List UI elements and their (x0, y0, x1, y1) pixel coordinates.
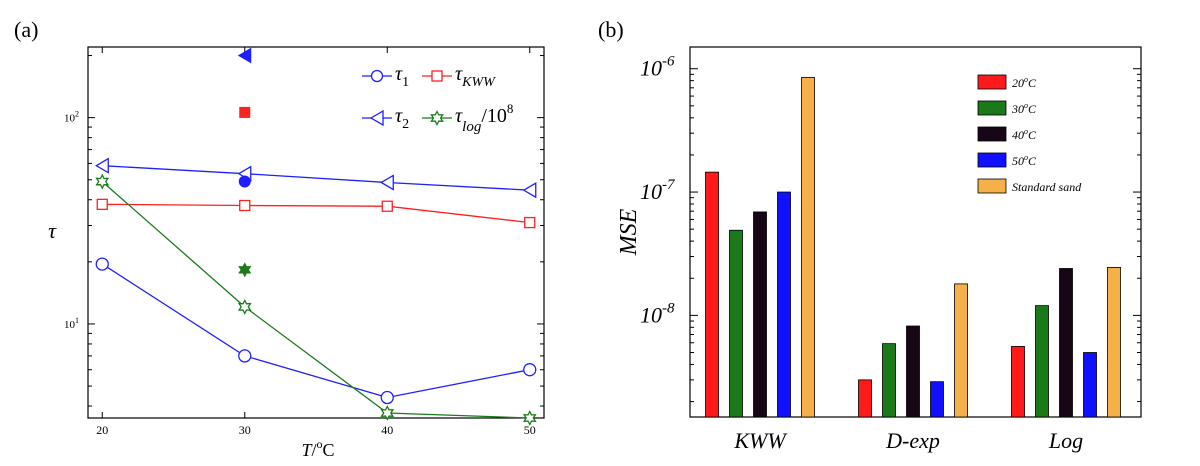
data-point (239, 199, 251, 212)
legend-entry-standard-sand: Standard sand (977, 178, 1082, 194)
series-line-circle-open (101, 263, 530, 399)
legend-triangle-marker (369, 109, 384, 127)
panel-a-frame (87, 46, 545, 419)
legend-star-shape (430, 110, 444, 126)
legend-entry-30c: 30oC (977, 100, 1037, 116)
svg-text:20oC: 20oC (1012, 75, 1037, 90)
data-point (95, 173, 110, 190)
legend-entry-tau1: τ1 (362, 63, 409, 90)
legend-entry-50c: 50oC (977, 152, 1037, 168)
filled-point (237, 47, 252, 64)
legend-label-tau1: τ1 (395, 63, 409, 90)
bar-Log-0 (1011, 346, 1025, 418)
data-point (379, 174, 394, 191)
legend-entry-20c: 20oC (977, 74, 1037, 90)
data-point (523, 363, 537, 377)
legend-label-tau-kww: τKWW (455, 63, 496, 90)
bar-KWW-4 (801, 77, 815, 418)
data-point (94, 157, 109, 174)
panel-b-bars (705, 77, 1121, 418)
panel-a-legend: τ1 τKWW τ2 τlog/108 (362, 63, 513, 135)
x-label-degree: o (317, 437, 323, 451)
category-label: D-exp (885, 428, 940, 453)
series-line-square-open (102, 203, 530, 224)
bar-Log-4 (1107, 266, 1121, 418)
data-point (522, 182, 537, 199)
panel-b-y-axis-label: MSE (616, 208, 642, 256)
legend-square-marker (431, 70, 443, 82)
panel-a-x-axis-label: T/oC (301, 437, 334, 460)
panel-a-y-axis-label: τ (48, 218, 57, 243)
panel-a-series (94, 157, 537, 426)
category-label: Log (1048, 428, 1083, 453)
filled-point (238, 175, 251, 188)
series-line-triangle-left-open (102, 165, 530, 191)
panel-a: (a) 20 30 40 50 101 102 τ T/oC τ1 τKWW (14, 17, 545, 460)
x-label-unit: C (323, 440, 335, 460)
legend-entry-40c: 40oC (977, 126, 1037, 142)
legend-entry-tau-kww: τKWW (422, 63, 496, 90)
y-tick-label: 10-8 (640, 300, 675, 327)
x-label-sep: / (311, 440, 316, 460)
svg-text:30oC: 30oC (1011, 101, 1037, 116)
bar-Log-1 (1035, 305, 1049, 418)
x-tick-label: 50 (524, 423, 536, 437)
legend-label-tau-log: τlog/108 (455, 101, 513, 135)
y-tick-label: 10-6 (640, 54, 675, 81)
data-point (95, 257, 109, 271)
legend-entry-tau2: τ2 (362, 105, 409, 132)
bar-KWW-0 (705, 171, 719, 418)
data-point (524, 216, 536, 229)
panel-b-label: (b) (598, 17, 624, 42)
panel-b-legend: 20oC 30oC 40oC 50oC Standard sand (977, 74, 1082, 194)
bar-Log-3 (1083, 352, 1097, 418)
x-label-base: T (301, 440, 313, 460)
panel-a-ticks: 20 30 40 50 101 102 (64, 47, 544, 437)
series-line-star-open (101, 181, 530, 419)
x-tick-label: 40 (381, 423, 393, 437)
legend-circle-marker (370, 69, 384, 83)
panel-a-label: (a) (14, 17, 38, 42)
y-tick-label: 101 (64, 316, 79, 331)
panel-b: (b) 10-8 10-7 10-6 KWW D-exp Log MSE 20oC 30… (598, 17, 1142, 453)
data-point (380, 405, 395, 421)
category-label: KWW (733, 428, 787, 453)
panel-b-category-labels: KWW D-exp Log (733, 428, 1083, 453)
y-tick-label: 10-7 (640, 177, 676, 204)
bar-KWW-3 (777, 191, 791, 418)
data-point (380, 390, 394, 405)
legend-label-tau2: τ2 (395, 105, 409, 132)
svg-text:Standard sand: Standard sand (1012, 180, 1082, 194)
data-point (96, 198, 108, 210)
bar-D-exp-4 (954, 283, 968, 418)
legend-star-marker (430, 110, 444, 126)
filled-point (238, 262, 252, 278)
bar-D-exp-3 (930, 381, 944, 418)
bar-D-exp-1 (882, 343, 896, 418)
svg-text:40oC: 40oC (1012, 127, 1037, 142)
bar-KWW-2 (753, 211, 767, 418)
panel-b-ticks: 10-8 10-7 10-6 (640, 54, 1141, 403)
data-point (522, 410, 537, 426)
x-tick-label: 20 (96, 423, 108, 437)
svg-text:50oC: 50oC (1012, 153, 1037, 168)
bar-KWW-1 (729, 229, 743, 418)
data-point (381, 200, 393, 212)
data-point (237, 298, 252, 315)
filled-point (239, 106, 251, 118)
x-tick-label: 30 (239, 423, 251, 437)
data-point (238, 349, 252, 363)
panel-a-filled-points (237, 47, 252, 278)
legend-entry-tau-log: τlog/108 (422, 101, 513, 135)
bar-D-exp-0 (858, 379, 872, 418)
y-tick-label: 102 (64, 110, 79, 125)
bar-D-exp-2 (906, 325, 920, 418)
bar-Log-2 (1059, 268, 1073, 418)
